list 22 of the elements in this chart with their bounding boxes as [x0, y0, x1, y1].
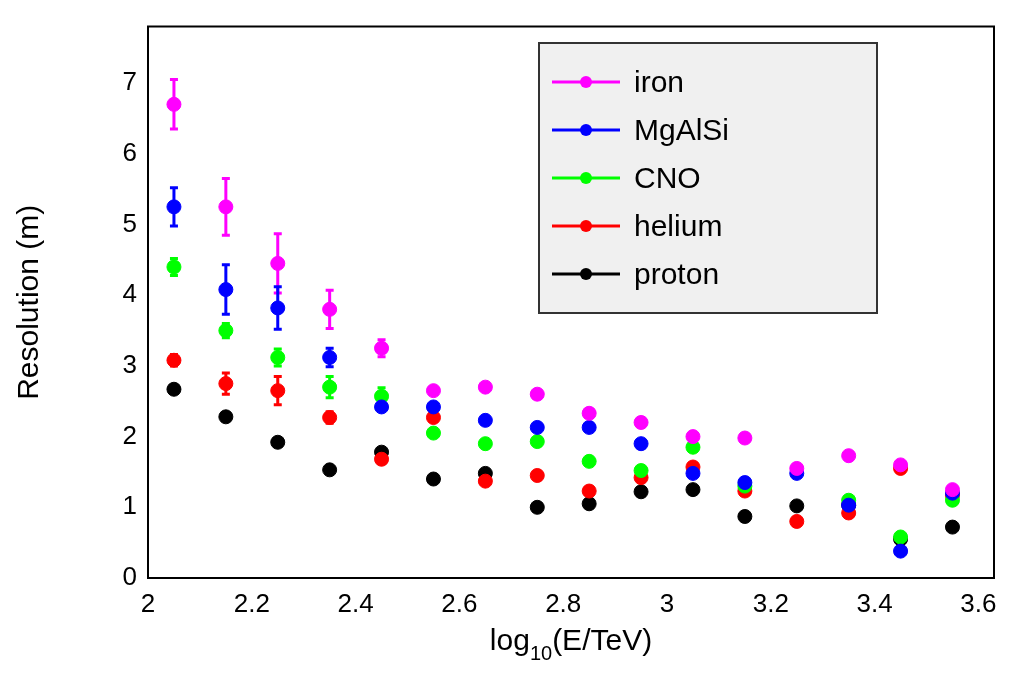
x-tick-label: 3: [659, 587, 675, 618]
legend-label: helium: [634, 209, 723, 243]
y-tick-label: 2: [122, 419, 137, 450]
y-tick-label: 4: [122, 278, 137, 309]
legend-label: MgAlSi: [634, 113, 730, 147]
y-tick-label: 7: [122, 66, 137, 97]
y-tick-label: 0: [122, 561, 137, 592]
legend-label: iron: [634, 65, 685, 99]
y-tick-label: 6: [122, 137, 137, 168]
x-tick-label: 3.6: [960, 587, 997, 618]
x-tick-label: 2.4: [337, 587, 374, 618]
y-axis-title: Resolution (m): [11, 204, 45, 400]
x-tick-label: 2.2: [233, 587, 270, 618]
y-tick-label: 3: [122, 349, 137, 380]
y-tick-label: 1: [122, 490, 137, 521]
x-tick-label: 2.8: [545, 587, 582, 618]
x-tick-label: 3.2: [752, 587, 789, 618]
legend-label: proton: [634, 257, 720, 291]
legend-label: CNO: [634, 161, 701, 195]
y-tick-label: 5: [122, 207, 137, 238]
x-tick-label: 2.6: [441, 587, 478, 618]
x-tick-label: 3.4: [856, 587, 893, 618]
